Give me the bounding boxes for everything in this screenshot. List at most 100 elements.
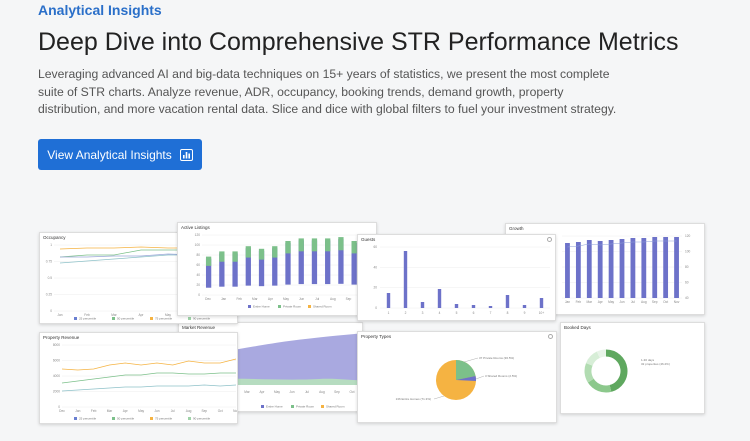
legend-label: 25 percentile <box>79 317 97 321</box>
x-tick-label: 1 <box>388 311 390 315</box>
x-tick-label: May <box>165 313 171 317</box>
view-analytical-insights-button[interactable]: View Analytical Insights <box>38 139 202 170</box>
x-tick-label: Sep <box>334 390 340 394</box>
x-tick-label: Apr <box>139 313 145 317</box>
bar <box>505 295 510 308</box>
x-tick-label: 4 <box>439 311 441 315</box>
bar <box>522 305 527 308</box>
legend-swatch <box>74 417 77 420</box>
x-tick-label: Jan <box>565 300 570 304</box>
bar <box>630 238 636 298</box>
y-tick-label: 0.75 <box>46 260 52 264</box>
donut-segment <box>587 378 612 393</box>
active-listings-card: Active Listings 120 100 80 60 40 20 0 Dec Jan Feb… <box>177 222 377 316</box>
bar <box>403 251 408 308</box>
legend-swatch <box>150 417 153 420</box>
donut-segment <box>596 349 607 358</box>
x-tick-label: Mar <box>111 313 117 317</box>
info-icon[interactable] <box>548 334 553 339</box>
x-tick-label: 3 <box>422 311 424 315</box>
y-tick-label: 80 <box>196 253 200 257</box>
y-tick-label: 6000 <box>53 359 60 363</box>
x-tick-label: Jul <box>315 297 319 301</box>
cta-label: View Analytical Insights <box>47 147 172 162</box>
y-tick-label: 80 <box>685 265 689 269</box>
legend-swatch <box>150 317 153 320</box>
bar <box>586 240 592 298</box>
y-tick-label: 20 <box>196 283 200 287</box>
x-tick-label: May <box>283 297 289 301</box>
donut-segment <box>584 363 594 383</box>
bar <box>641 238 647 298</box>
y-tick-label: 20 <box>373 286 377 290</box>
card-title: Market Revenue <box>182 325 216 330</box>
legend-swatch <box>248 305 251 308</box>
x-tick-label: Jan <box>221 297 226 301</box>
series-line <box>61 358 237 371</box>
bar <box>386 293 391 308</box>
center-label: 1-30 days <box>641 358 655 362</box>
x-tick-label: Mar <box>252 297 258 301</box>
x-tick-label: Feb <box>84 313 90 317</box>
legend-label: Entire Home <box>253 305 270 309</box>
slice-label: 136 Entire Homes (71.3%) <box>396 397 431 401</box>
y-tick-label: 100 <box>195 243 201 247</box>
legend-swatch <box>112 417 115 420</box>
bar <box>674 237 679 298</box>
legend-swatch <box>74 317 77 320</box>
x-tick-label: Oct <box>218 409 223 413</box>
bar <box>245 248 251 286</box>
bar <box>232 253 238 287</box>
y-tick-label: 120 <box>685 234 691 238</box>
info-icon[interactable] <box>547 237 552 242</box>
x-tick-label: 2 <box>405 311 407 315</box>
bar <box>652 237 658 298</box>
card-title: Active Listings <box>181 225 210 230</box>
series-line <box>61 372 236 384</box>
legend-swatch <box>308 305 311 308</box>
x-tick-label: Dec <box>205 297 211 301</box>
bar <box>338 237 344 251</box>
bar <box>597 241 603 298</box>
x-tick-label: 8 <box>507 311 509 315</box>
hero-description: Leveraging advanced AI and big-data tech… <box>38 67 617 116</box>
legend-label: Shared Room <box>326 405 345 409</box>
x-tick-label: Jul <box>305 390 309 394</box>
bar <box>272 248 278 286</box>
bar <box>272 246 278 258</box>
label-leader <box>433 395 445 400</box>
x-tick-label: Apr <box>260 390 266 394</box>
trend-line <box>567 240 677 248</box>
legend-swatch <box>321 405 324 408</box>
y-tick-label: 0.5 <box>48 276 53 280</box>
card-title: Booked Days <box>564 325 591 330</box>
card-title: Occupancy <box>43 235 66 240</box>
x-tick-label: Feb <box>576 300 582 304</box>
x-tick-label: 5 <box>456 311 458 315</box>
x-tick-label: Dec <box>59 409 65 413</box>
bar-chart-icon <box>179 148 193 161</box>
pie-slice-shared-room <box>456 376 477 381</box>
bar <box>298 238 304 252</box>
y-tick-label: 0 <box>58 405 60 409</box>
legend-label: 75 percentile <box>155 417 173 421</box>
x-tick-label: Nov <box>674 300 680 304</box>
bar <box>298 240 304 285</box>
legend-swatch <box>112 317 115 320</box>
x-tick-label: Aug <box>330 297 336 301</box>
bar <box>351 243 357 285</box>
x-tick-label: 7 <box>490 311 492 315</box>
bar <box>539 298 544 308</box>
bar <box>205 256 212 266</box>
bar <box>565 243 570 298</box>
x-tick-label: Mar <box>107 409 113 413</box>
property-types-chart: 37 Private Rooms (36.5%) 3 Shared Rooms (… <box>396 356 518 401</box>
bar <box>325 238 331 252</box>
x-tick-label: Apr <box>123 409 129 413</box>
x-tick-label: Sep <box>202 409 208 413</box>
x-tick-label: Jul <box>171 409 175 413</box>
bar <box>311 238 318 252</box>
y-tick-label: 0.25 <box>46 293 52 297</box>
y-tick-label: 8000 <box>53 343 60 347</box>
